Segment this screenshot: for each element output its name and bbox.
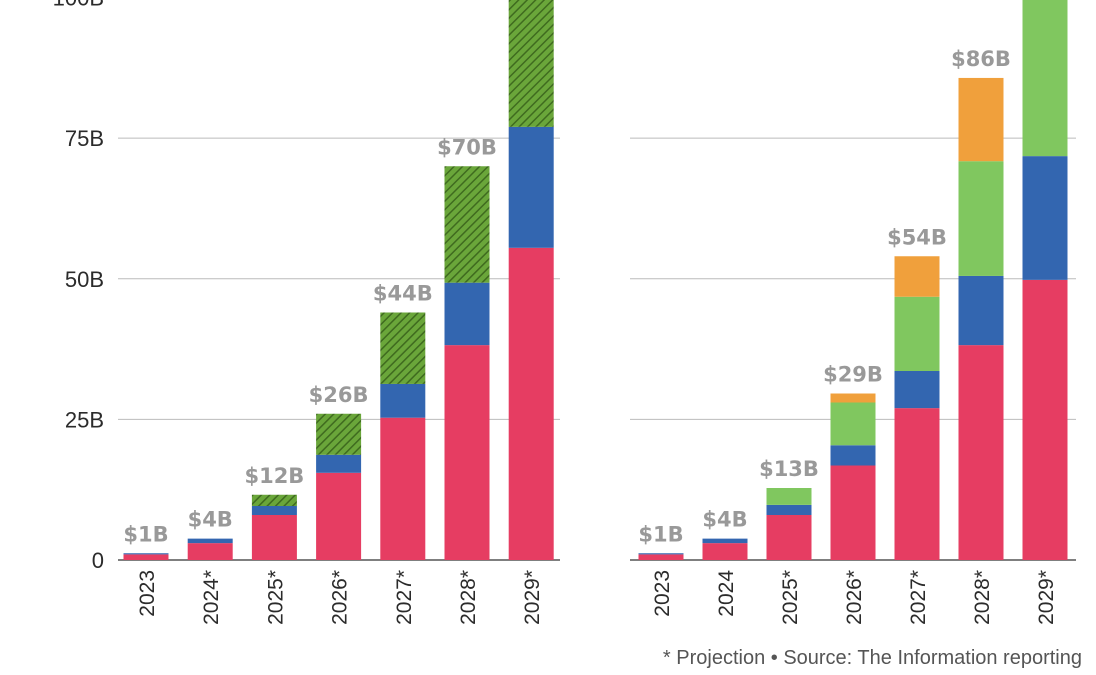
bar-total-label: $29B <box>823 363 883 387</box>
bar-total-label: $4B <box>188 508 233 532</box>
left-stacked-bar-chart: 0 25B 50B 75B 100B $1B 2023 $4B 2024* $12B 2025* $2… <box>53 0 560 625</box>
bar-segment <box>380 383 426 418</box>
bar-segment <box>251 515 297 560</box>
bar-segment <box>702 538 748 544</box>
bar-segment <box>638 553 684 555</box>
bar-segment <box>958 275 1004 346</box>
bar-total-label: $1B <box>123 522 168 546</box>
x-tick-label: 2023 <box>136 570 159 617</box>
bar-segment <box>894 371 940 409</box>
bar-segment <box>508 247 554 560</box>
source-footnote: * Projection • Source: The Information r… <box>662 647 1082 669</box>
bar-segment <box>123 553 169 555</box>
bar-segment <box>766 515 812 560</box>
x-tick-label: 2025* <box>779 570 802 625</box>
bar-segment <box>508 126 554 248</box>
y-tick-label: 50B <box>65 267 104 292</box>
y-tick-label: 100B <box>53 0 104 11</box>
bar-segment <box>702 543 748 560</box>
x-tick-label: 2027* <box>907 570 930 625</box>
bar-total-label: $26B <box>309 383 369 407</box>
bar-total-label: $44B <box>373 282 433 306</box>
bar-segment <box>830 393 876 403</box>
x-tick-label: 2025* <box>264 570 287 625</box>
bar-segment <box>187 543 233 560</box>
bar-segment <box>894 408 940 560</box>
bar-segment <box>316 454 362 473</box>
y-tick-label: 25B <box>65 407 104 432</box>
bar-segment <box>766 488 812 505</box>
bar-segment <box>1022 0 1068 157</box>
bar-segment <box>251 506 297 515</box>
bar-total-label: $4B <box>702 508 747 532</box>
bar-segment <box>830 445 876 466</box>
x-tick-label: 2023 <box>651 570 674 617</box>
bar-total-label: $54B <box>887 225 947 249</box>
bar-segment <box>894 296 940 371</box>
x-tick-label: 2026* <box>329 570 352 625</box>
bar-segment <box>187 538 233 544</box>
bar-segment <box>958 345 1004 560</box>
bar-total-label: $70B <box>437 135 497 159</box>
bar-segment <box>958 161 1004 276</box>
bar-total-label: $13B <box>759 457 819 481</box>
bar-segment <box>316 413 362 455</box>
x-tick-label: 2024 <box>715 570 738 617</box>
x-tick-label: 2026* <box>843 570 866 625</box>
bar-total-label: $86B <box>951 47 1011 71</box>
bar-segment <box>123 554 169 560</box>
bar-segment <box>638 554 684 560</box>
bar-segment <box>380 312 426 384</box>
right-stacked-bar-chart: $1B 2023 $4B 2024 $13B 2025* $29B 2026* $54B 2027… <box>630 0 1076 625</box>
bar-segment <box>251 494 297 506</box>
bar-segment <box>958 77 1004 162</box>
bar-segment <box>766 504 812 515</box>
y-tick-label: 0 <box>92 548 104 573</box>
bar-segment <box>380 417 426 560</box>
bar-segment <box>444 166 490 283</box>
x-tick-label: 2028* <box>457 570 480 625</box>
bar-segment <box>444 345 490 560</box>
x-tick-label: 2024* <box>200 570 223 625</box>
bar-segment <box>1022 279 1068 560</box>
bar-segment <box>508 0 554 127</box>
x-tick-label: 2028* <box>971 570 994 625</box>
bar-segment <box>830 402 876 446</box>
bar-total-label: $12B <box>244 464 304 488</box>
x-tick-label: 2029* <box>1035 570 1058 625</box>
bar-total-label: $1B <box>638 522 683 546</box>
x-tick-label: 2027* <box>393 570 416 625</box>
bar-segment <box>894 256 940 297</box>
bar-segment <box>830 465 876 560</box>
x-tick-label: 2029* <box>521 570 544 625</box>
y-tick-label: 75B <box>65 126 104 151</box>
bar-segment <box>316 472 362 560</box>
bar-segment <box>1022 156 1068 280</box>
bar-segment <box>444 282 490 346</box>
